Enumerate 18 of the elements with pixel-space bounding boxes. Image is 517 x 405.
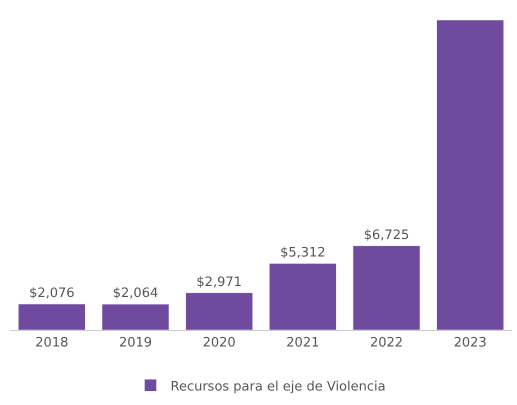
bar bbox=[18, 304, 86, 330]
bar bbox=[269, 263, 337, 330]
x-tick-label: 2018 bbox=[35, 336, 68, 351]
bar bbox=[352, 246, 420, 330]
x-tick-label: 2019 bbox=[118, 336, 152, 351]
data-label: $2,076 bbox=[29, 286, 75, 302]
x-tick-label: 2020 bbox=[202, 336, 236, 351]
data-label: $6,725 bbox=[364, 228, 410, 243]
data-label: $5,312 bbox=[280, 245, 326, 260]
bar bbox=[436, 20, 504, 330]
x-tick-label: 2021 bbox=[286, 336, 320, 351]
legend-label: Recursos para el eje de Violencia bbox=[170, 379, 386, 394]
x-tick-label: 2023 bbox=[454, 336, 487, 351]
data-label: $2,064 bbox=[112, 286, 158, 302]
bar bbox=[185, 292, 253, 330]
bar bbox=[102, 304, 170, 330]
x-tick-label: 2022 bbox=[370, 336, 404, 351]
data-label: $2,971 bbox=[196, 274, 242, 290]
